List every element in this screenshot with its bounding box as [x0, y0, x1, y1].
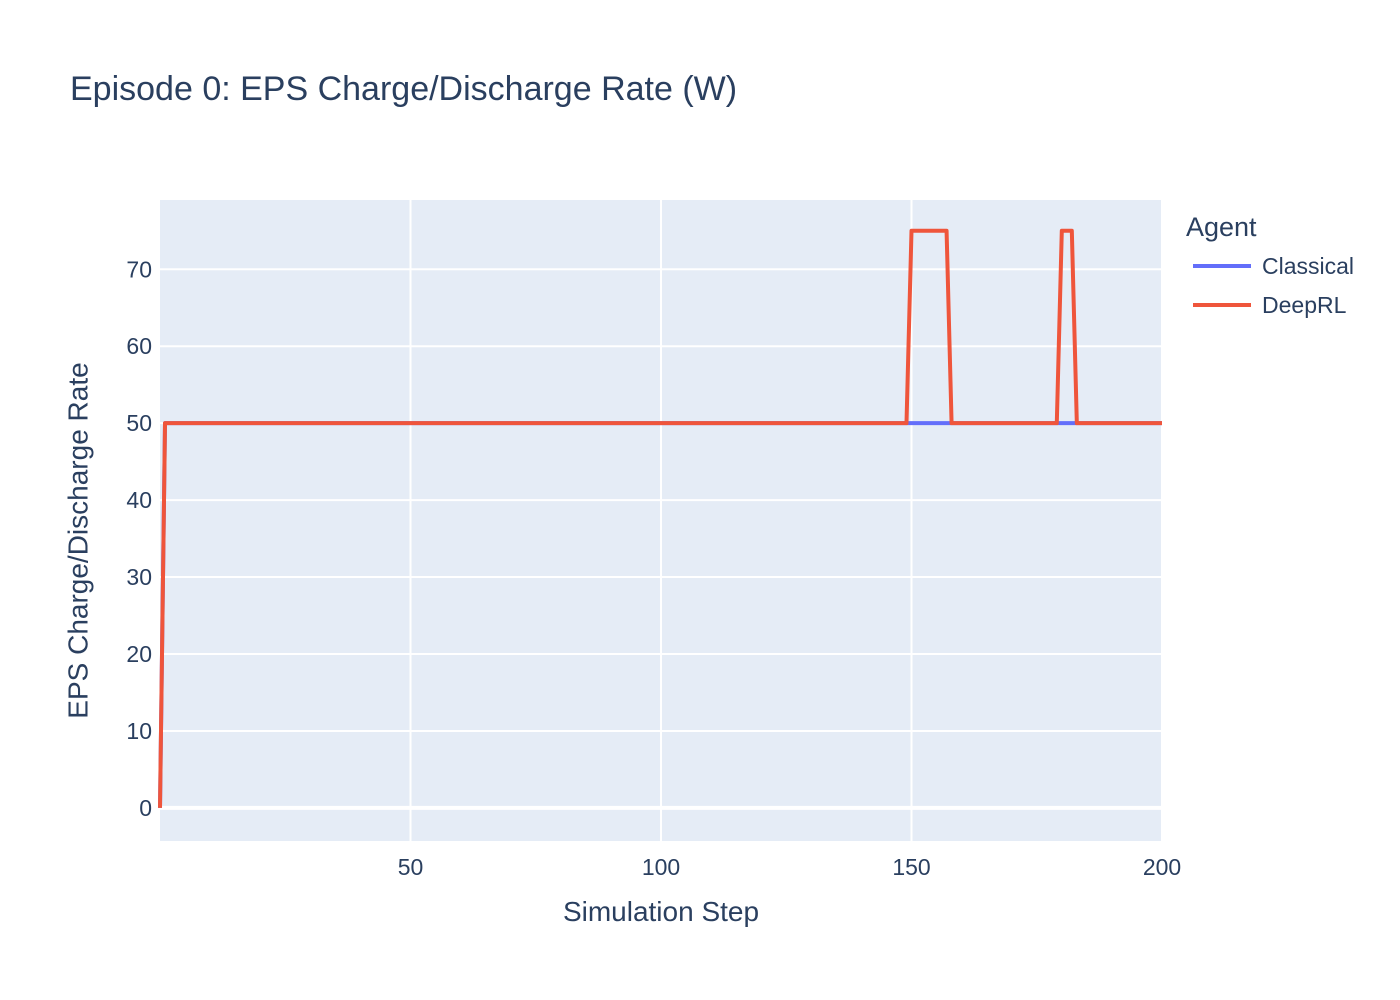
legend-item-deeprl[interactable]: DeepRL — [1193, 292, 1347, 318]
x-axis-title: Simulation Step — [563, 896, 759, 927]
y-tick-label: 20 — [126, 641, 152, 667]
y-tick-label: 50 — [126, 410, 152, 436]
y-tick-label: 30 — [126, 564, 152, 590]
y-tick-label: 10 — [126, 718, 152, 744]
y-tick-label: 40 — [126, 487, 152, 513]
x-tick-label: 50 — [398, 854, 424, 880]
y-axis-ticks: 0 10 20 30 40 50 60 70 — [126, 256, 152, 821]
x-tick-label: 150 — [892, 854, 930, 880]
legend-title: Agent — [1186, 212, 1257, 242]
legend-label: DeepRL — [1262, 292, 1347, 318]
series-line-deeprl — [158, 228, 1162, 808]
x-tick-label: 200 — [1143, 854, 1181, 880]
legend-item-classical[interactable]: Classical — [1193, 253, 1354, 279]
legend[interactable]: Agent Classical DeepRL — [1186, 212, 1354, 318]
y-tick-label: 0 — [139, 795, 152, 821]
legend-label: Classical — [1262, 253, 1354, 279]
series-lines — [158, 228, 1162, 808]
x-axis-ticks: 50 100 150 200 — [398, 854, 1181, 880]
x-tick-label: 100 — [642, 854, 680, 880]
y-axis-title: EPS Charge/Discharge Rate — [63, 362, 94, 718]
legend-items: Classical DeepRL — [1193, 253, 1354, 318]
y-tick-label: 70 — [126, 256, 152, 282]
chart-title: Episode 0: EPS Charge/Discharge Rate (W) — [70, 70, 737, 108]
y-tick-label: 60 — [126, 333, 152, 359]
